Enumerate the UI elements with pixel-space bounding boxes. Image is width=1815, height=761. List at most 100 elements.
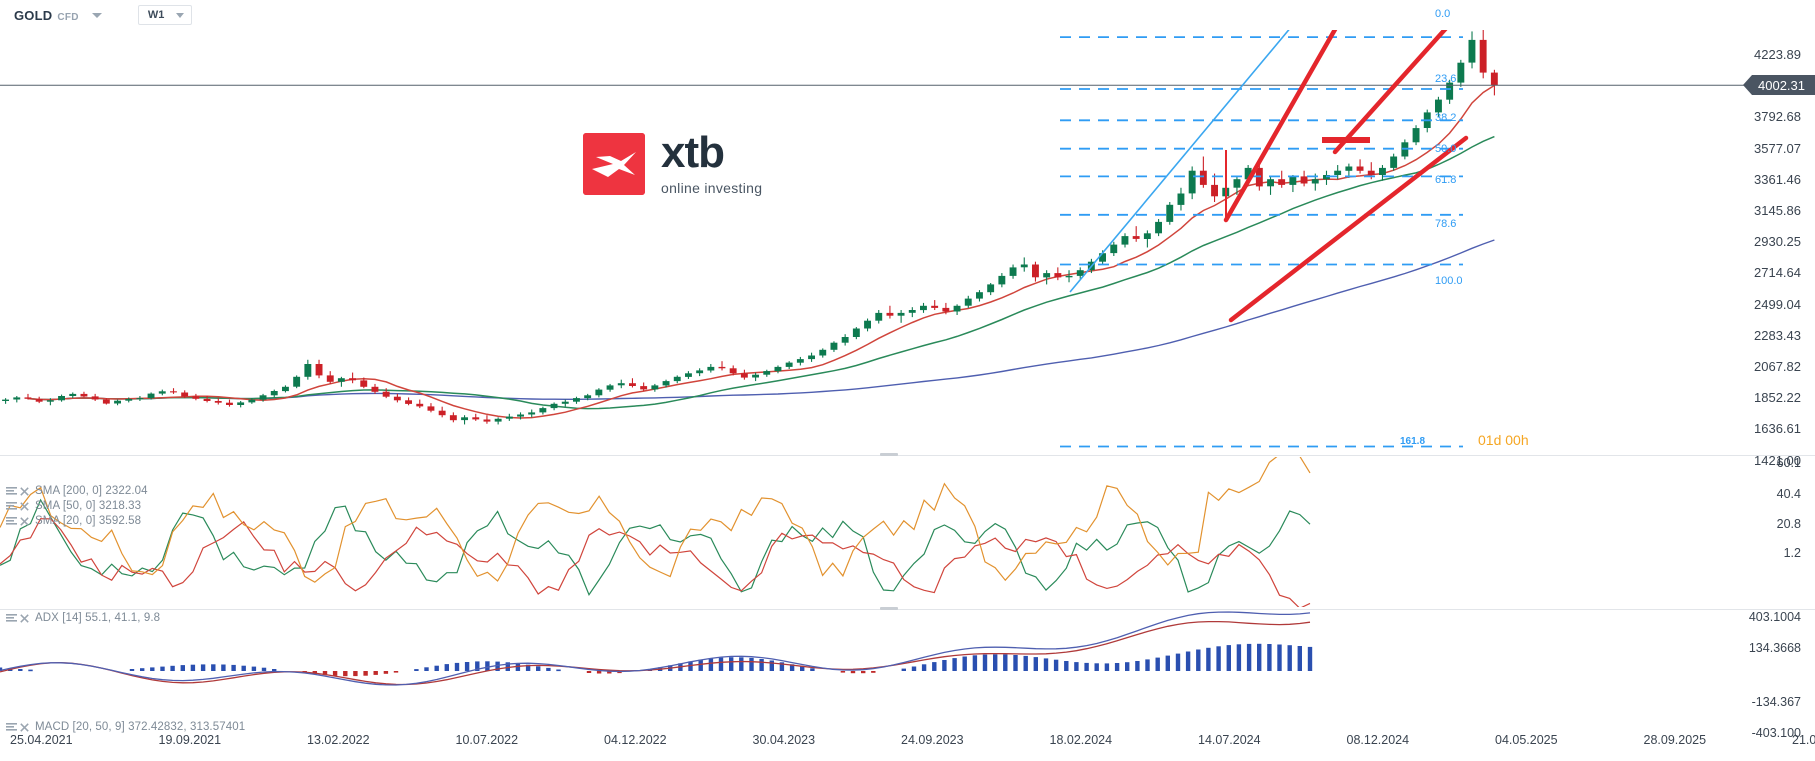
candle-body (841, 337, 849, 343)
candle-body (707, 366, 715, 371)
indicator-legend-sma[interactable]: SMA [50, 0] 3218.33 (6, 500, 141, 512)
macd-line (0, 611, 1311, 686)
adx-pane[interactable] (0, 457, 1815, 607)
macd-pane[interactable] (0, 611, 1815, 731)
candle-body (1300, 176, 1308, 184)
macd-histogram-bar (698, 659, 703, 671)
candle-body (1468, 39, 1476, 63)
fib-level-label: 61.8 (1435, 174, 1457, 186)
legend-icons[interactable] (6, 613, 29, 623)
candle-body (1110, 244, 1118, 254)
macd-histogram-bar (1043, 658, 1049, 671)
layers-icon[interactable] (6, 486, 17, 496)
timeframe-selector[interactable]: W1 (137, 5, 193, 25)
fib-level-label: 23.6 (1435, 73, 1457, 85)
symbol-selector[interactable]: GOLD CFD (14, 8, 102, 23)
time-axis-tick: 25.04.2021 (10, 733, 73, 747)
close-icon[interactable] (20, 501, 29, 511)
indicator-legend-macd[interactable]: MACD [20, 50, 9] 372.42832, 313.57401 (6, 721, 245, 733)
adx-plot[interactable] (0, 457, 1815, 607)
close-icon[interactable] (20, 486, 29, 496)
candle-body (1065, 275, 1073, 278)
layers-icon[interactable] (6, 722, 17, 732)
candle-body (58, 396, 65, 401)
macd-histogram-bar (586, 671, 592, 673)
macd-histogram-bar (170, 665, 175, 671)
macd-histogram-bar (982, 654, 988, 671)
candle-body (1457, 62, 1465, 83)
layers-icon[interactable] (6, 501, 17, 511)
price-axis-tick: 2067.82 (1754, 359, 1801, 374)
legend-icons[interactable] (6, 722, 29, 732)
indicator-legend-sma[interactable]: SMA [200, 0] 2322.04 (6, 485, 148, 497)
macd-histogram-bar (769, 660, 774, 671)
candle-body (35, 398, 43, 402)
candle-body (1032, 264, 1039, 278)
candle-body (819, 349, 827, 356)
close-icon[interactable] (20, 722, 29, 732)
price-axis-tick: 3792.68 (1754, 109, 1801, 125)
candle-body (987, 284, 995, 293)
macd-histogram-bar (1277, 644, 1282, 671)
chevron-down-icon[interactable] (176, 12, 185, 18)
macd-histogram-bar (424, 667, 429, 671)
price-pane[interactable] (0, 30, 1815, 455)
candle-body (1076, 270, 1084, 276)
candle-body (416, 403, 424, 407)
legend-icons[interactable] (6, 516, 29, 526)
brand-watermark: xtb online investing (583, 131, 762, 196)
close-icon[interactable] (20, 516, 29, 526)
candle-body (1099, 253, 1106, 262)
macd-histogram-bar (140, 668, 145, 671)
layers-icon[interactable] (6, 613, 17, 623)
macd-histogram-bar (190, 664, 196, 671)
pane-resize-handle[interactable] (880, 607, 898, 610)
trend-line-blue (1069, 30, 1290, 293)
chevron-down-icon[interactable] (91, 12, 102, 18)
candle-body (1143, 233, 1151, 239)
candle-body (920, 305, 927, 311)
candle-body (1009, 267, 1017, 276)
macd-histogram-bar (475, 661, 480, 671)
candle-body (1199, 170, 1207, 185)
macd-histogram-bar (729, 657, 734, 671)
layers-icon[interactable] (6, 516, 17, 526)
current-price-tag[interactable]: 4002.31 (1743, 75, 1815, 96)
macd-histogram-bar (921, 664, 927, 671)
candle-body (1412, 128, 1420, 143)
candle-body (595, 389, 603, 396)
legend-icons[interactable] (6, 486, 29, 496)
legend-icons[interactable] (6, 501, 29, 511)
macd-histogram-bar (779, 662, 785, 671)
candle-body (852, 328, 860, 337)
macd-axis-tick: -403.100 (1751, 726, 1801, 740)
macd-histogram-bar (211, 664, 216, 671)
macd-histogram-bar (942, 660, 947, 671)
price-axis-tick: 2283.43 (1754, 327, 1801, 343)
close-icon[interactable] (20, 613, 29, 623)
candle-body (550, 403, 558, 409)
fib-level-label: 100.0 (1435, 275, 1463, 287)
macd-histogram-bar (708, 658, 714, 671)
indicator-legend-sma[interactable]: SMA [20, 0] 3592.58 (6, 515, 141, 527)
pane-resize-handle[interactable] (880, 453, 898, 456)
candle-body (461, 417, 468, 421)
macd-histogram-bar (322, 671, 328, 676)
macd-histogram-bar (1165, 655, 1170, 671)
macd-histogram-bar (129, 669, 135, 671)
macd-plot[interactable] (0, 611, 1815, 731)
candle-body (214, 401, 222, 403)
trend-channel-upper (1223, 30, 1338, 223)
indicator-legend-adx[interactable]: ADX [14] 55.1, 41.1, 9.8 (6, 612, 160, 624)
macd-histogram-bar (363, 671, 368, 676)
price-plot[interactable] (0, 30, 1815, 455)
candle-body (405, 400, 412, 404)
candle-body (528, 412, 536, 415)
candle-body (326, 375, 334, 382)
indicator-legend-label: SMA [20, 0] 3592.58 (35, 515, 142, 527)
macd-histogram-bar (383, 671, 389, 674)
candle-body (584, 395, 592, 399)
candle-body (517, 414, 524, 417)
candle-body (1490, 72, 1498, 86)
chart-toolbar: GOLD CFD W1 (0, 0, 1815, 30)
